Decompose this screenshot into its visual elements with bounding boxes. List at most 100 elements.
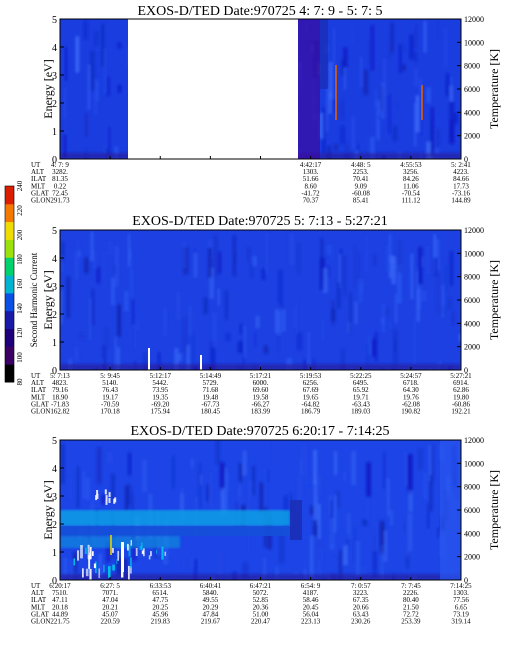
orbit-value: 84.66 — [453, 175, 469, 183]
orbit-value: 7:14:25 — [450, 582, 472, 590]
panel-2-y2tick-label: 10000 — [464, 249, 484, 258]
colorbar-swatch — [5, 203, 14, 223]
orbit-value: -70.54 — [402, 189, 421, 197]
colorbar-swatch — [5, 292, 14, 312]
colorbar-tick-label: 80 — [16, 378, 24, 386]
panel-1-ytick-label: 4 — [52, 43, 57, 54]
orbit-value: 2253. — [353, 168, 369, 176]
orbit-value: 20.21 — [102, 603, 118, 611]
orbit-value: 19.17 — [102, 393, 118, 401]
panel-3-title: EXOS-D/TED Date:970725 6:20:17 - 7:14:25 — [131, 424, 390, 439]
orbit-value: 0.22 — [54, 182, 67, 190]
orbit-value: 77.56 — [453, 596, 469, 604]
orbit-value: 73.19 — [453, 610, 469, 618]
orbit-value: 70.41 — [353, 175, 369, 183]
orbit-value: 47.11 — [52, 596, 68, 604]
orbit-value: 72.45 — [52, 189, 68, 197]
orbit-row-label: GLAT — [31, 610, 50, 618]
panel-2-y2tick-label: 8000 — [464, 273, 480, 282]
panel-3-spectrogram — [60, 440, 461, 580]
orbit-value: 6:54: 9 — [301, 582, 321, 590]
orbit-value: 6914. — [453, 379, 469, 387]
orbit-row-label: MLT — [31, 603, 46, 611]
orbit-value: 189.03 — [351, 408, 371, 416]
orbit-value: 2226. — [403, 589, 419, 597]
orbit-value: 51.00 — [253, 610, 269, 618]
orbit-value: 221.75 — [50, 618, 70, 626]
orbit-value: 19.35 — [152, 393, 168, 401]
panel-1-no-data-region — [128, 19, 298, 159]
panel-2-y2tick-label: 6000 — [464, 296, 480, 305]
orbit-value: -64.82 — [302, 400, 321, 408]
orbit-value: 6:20:17 — [49, 582, 71, 590]
orbit-value: -62.08 — [402, 400, 421, 408]
orbit-ut-value: 5:12:17 — [150, 372, 172, 380]
orbit-row-label: GLAT — [31, 400, 50, 408]
orbit-value: 49.55 — [203, 596, 219, 604]
orbit-value: 84.26 — [403, 175, 419, 183]
orbit-value: 45.96 — [152, 610, 168, 618]
orbit-value: 5140. — [102, 379, 118, 387]
colorbar-swatch — [5, 364, 14, 383]
orbit-value: 47.75 — [152, 596, 168, 604]
panel-3-y2tick-label: 8000 — [464, 483, 480, 492]
orbit-value: 19.76 — [403, 393, 419, 401]
orbit-value: 1303. — [453, 589, 469, 597]
orbit-ut-value: 5:22:25 — [350, 372, 372, 380]
orbit-value: 72.72 — [403, 610, 419, 618]
orbit-value: 319.14 — [451, 618, 471, 626]
panel-1-y2tick-label: 0 — [464, 155, 468, 164]
orbit-value: 219.83 — [151, 618, 171, 626]
orbit-value: 20.45 — [303, 603, 319, 611]
panel-2-ytick-label: 3 — [52, 282, 57, 293]
colorbar-tick-label: 120 — [16, 327, 24, 338]
orbit-value: 4:48: 5 — [351, 161, 371, 169]
panel-2-title: EXOS-D/TED Date:970725 5: 7:13 - 5:27:21 — [132, 214, 387, 229]
orbit-value: 8.60 — [304, 182, 317, 190]
colorbar-tick-label: 220 — [16, 205, 24, 216]
panel-2-y2tick-label: 4000 — [464, 319, 480, 328]
orbit-value: 65.92 — [353, 386, 369, 394]
panel-1-ytick-label: 5 — [52, 15, 57, 26]
orbit-value: 253.39 — [401, 618, 421, 626]
orbit-value: 81.35 — [52, 175, 68, 183]
orbit-value: 73.95 — [152, 386, 168, 394]
colorbar-swatch — [5, 328, 14, 347]
orbit-value: 7: 0:57 — [351, 582, 371, 590]
orbit-row-label: ALT — [31, 379, 45, 387]
panel-3-y2tick-label: 6000 — [464, 506, 480, 515]
orbit-value: 6514. — [152, 589, 168, 597]
orbit-row-label: GLAT — [31, 189, 50, 197]
panel-3-y2tick-label: 0 — [464, 576, 468, 585]
orbit-value: 7510. — [52, 589, 68, 597]
orbit-value: 20.66 — [353, 603, 369, 611]
orbit-value: 19.65 — [303, 393, 319, 401]
orbit-value: -60.86 — [452, 400, 471, 408]
orbit-row-label: UT — [31, 372, 41, 380]
panel-2-ytick-label: 1 — [52, 338, 57, 349]
panel-1-title: EXOS-D/TED Date:970725 4: 7: 9 - 5: 7: 5 — [138, 4, 383, 19]
orbit-value: 190.82 — [401, 408, 421, 416]
panel-1-ylabel: Energy [eV] — [41, 59, 55, 118]
orbit-ut-value: 5:14:49 — [200, 372, 222, 380]
panel-1-ytick-label: 1 — [52, 127, 57, 138]
panel-1-ytick-label: 2 — [52, 99, 57, 110]
orbit-value: 79.16 — [52, 386, 68, 394]
panel-1-y2tick-label: 2000 — [464, 132, 480, 141]
orbit-value: 21.50 — [403, 603, 419, 611]
orbit-value: 291.73 — [50, 197, 70, 205]
orbit-value: 3223. — [353, 589, 369, 597]
orbit-value: 7: 7:45 — [401, 582, 421, 590]
panel-1-ytick-label: 0 — [52, 155, 57, 166]
orbit-value: 51.66 — [303, 175, 319, 183]
orbit-value: 6718. — [403, 379, 419, 387]
orbit-value: 175.94 — [151, 408, 171, 416]
orbit-value: 9.09 — [355, 182, 368, 190]
panel-1-y2tick-label: 6000 — [464, 85, 480, 94]
panel-3-y2label: Temperature [K] — [487, 470, 501, 550]
orbit-value: 180.45 — [201, 408, 221, 416]
orbit-value: 6256. — [303, 379, 319, 387]
orbit-value: 219.67 — [201, 618, 221, 626]
orbit-value: 67.35 — [353, 596, 369, 604]
